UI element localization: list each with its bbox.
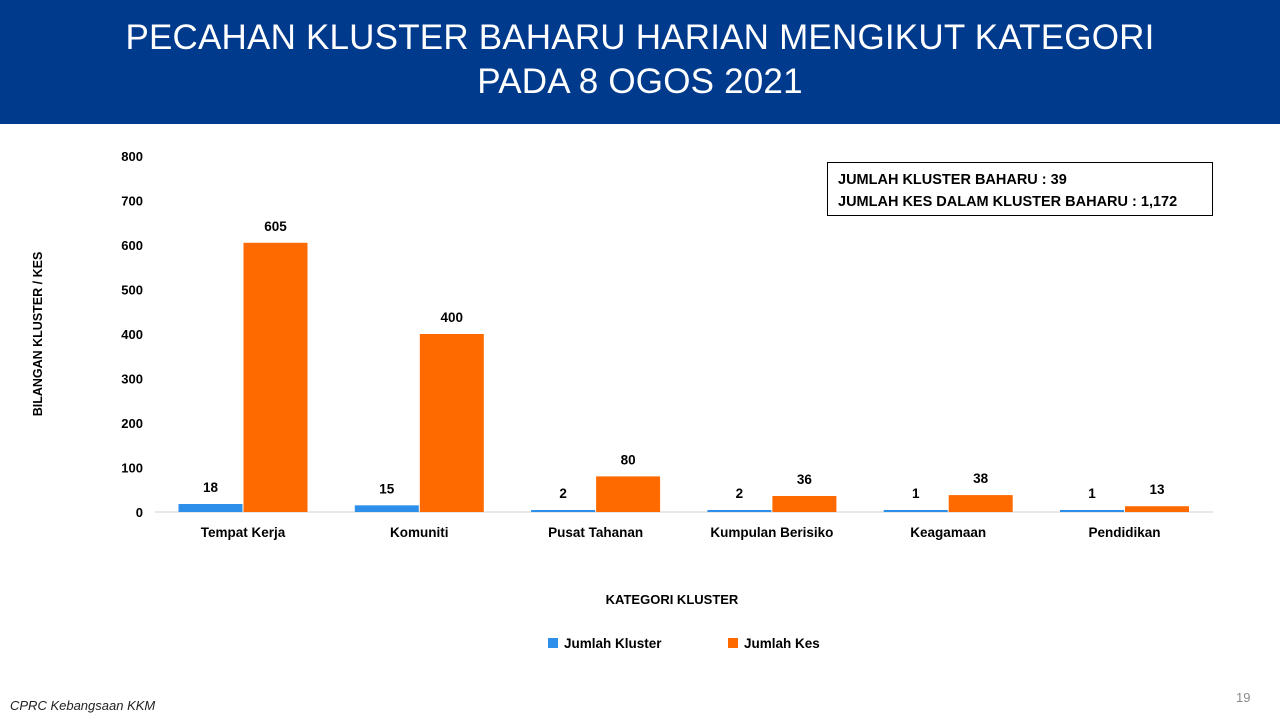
- x-tick-label: Komuniti: [390, 525, 449, 540]
- legend-item-jumlah-kes: Jumlah Kes: [728, 636, 820, 651]
- bar-jumlah-kluster: [883, 510, 948, 512]
- x-tick-label: Tempat Kerja: [201, 525, 286, 540]
- legend-item-jumlah-kluster: Jumlah Kluster: [548, 636, 662, 651]
- y-axis-title: BILANGAN KLUSTER / KES: [31, 252, 45, 417]
- bar-jumlah-kluster: [531, 510, 596, 512]
- bar-jumlah-kluster: [178, 503, 243, 512]
- data-label-jumlah-kluster: 2: [736, 486, 744, 501]
- data-label-jumlah-kes: 36: [797, 472, 813, 487]
- page-title-line1: PECAHAN KLUSTER BAHARU HARIAN MENGIKUT K…: [125, 18, 1155, 57]
- source-credit: CPRC Kebangsaan KKM: [10, 698, 156, 713]
- x-tick-label: Pendidikan: [1088, 525, 1160, 540]
- summary-box: JUMLAH KLUSTER BAHARU : 39 JUMLAH KES DA…: [827, 162, 1213, 216]
- bar-jumlah-kes: [243, 242, 308, 512]
- y-tick-label: 100: [121, 461, 143, 476]
- bar-jumlah-kes: [948, 495, 1013, 512]
- x-tick-label: Pusat Tahanan: [548, 525, 643, 540]
- bar-jumlah-kes: [772, 495, 837, 512]
- x-tick-label: Kumpulan Berisiko: [710, 525, 833, 540]
- y-tick-label: 0: [136, 505, 143, 520]
- x-tick-label: Keagamaan: [910, 525, 986, 540]
- data-label-jumlah-kluster: 15: [379, 481, 395, 496]
- legend-label-jumlah-kes: Jumlah Kes: [744, 636, 820, 651]
- data-label-jumlah-kes: 80: [621, 452, 636, 467]
- legend-swatch-jumlah-kes: [728, 638, 738, 648]
- y-tick-label: 200: [121, 416, 143, 431]
- summary-total-clusters: JUMLAH KLUSTER BAHARU : 39: [838, 172, 1067, 188]
- bar-jumlah-kluster: [1060, 510, 1124, 512]
- bar-jumlah-kluster: [354, 505, 419, 512]
- y-tick-label: 400: [121, 327, 143, 342]
- y-tick-label: 700: [121, 194, 143, 209]
- data-label-jumlah-kes: 13: [1149, 482, 1165, 497]
- y-tick-label: 300: [121, 372, 143, 387]
- data-label-jumlah-kes: 400: [441, 310, 464, 325]
- data-label-jumlah-kes: 605: [264, 219, 287, 234]
- title-banner: PECAHAN KLUSTER BAHARU HARIAN MENGIKUT K…: [0, 0, 1280, 124]
- legend-swatch-jumlah-kluster: [548, 638, 558, 648]
- x-axis-title: KATEGORI KLUSTER: [605, 592, 739, 607]
- summary-total-cases: JUMLAH KES DALAM KLUSTER BAHARU : 1,172: [838, 194, 1178, 210]
- page-number: 19: [1236, 690, 1251, 705]
- y-tick-label: 500: [121, 283, 143, 298]
- bar-jumlah-kluster: [707, 510, 772, 512]
- bar-chart: 0 100 200 300 400 500 600 700 800 BILANGAN KLUSTE…: [31, 149, 1213, 540]
- bar-jumlah-kes: [596, 476, 661, 512]
- data-label-jumlah-kluster: 1: [912, 486, 920, 501]
- y-tick-label: 800: [121, 149, 143, 164]
- bar-jumlah-kes: [1125, 506, 1189, 512]
- y-tick-label: 600: [121, 238, 143, 253]
- legend-label-jumlah-kluster: Jumlah Kluster: [564, 636, 662, 651]
- data-label-jumlah-kluster: 2: [559, 486, 567, 501]
- bar-jumlah-kes: [419, 334, 484, 512]
- data-label-jumlah-kes: 38: [973, 471, 989, 486]
- data-label-jumlah-kluster: 1: [1088, 486, 1096, 501]
- data-label-jumlah-kluster: 18: [203, 480, 219, 495]
- page-title-line2: PADA 8 OGOS 2021: [477, 62, 803, 101]
